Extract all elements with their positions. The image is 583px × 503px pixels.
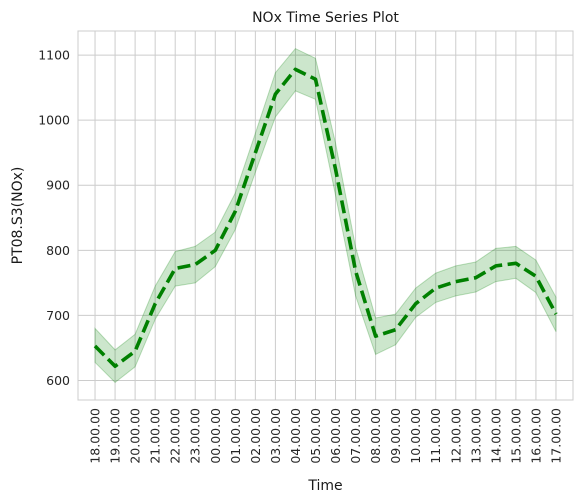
y-axis-label: PT08.S3(NOx) <box>10 167 26 265</box>
x-tick-label: 19.00.00 <box>108 408 123 464</box>
chart-title: NOx Time Series Plot <box>252 10 399 26</box>
x-tick-label: 13.00.00 <box>468 408 483 464</box>
x-tick-label: 20.00.00 <box>128 408 143 464</box>
y-tick-label: 600 <box>46 373 70 388</box>
y-tick-label: 800 <box>46 243 70 258</box>
y-tick-label: 1100 <box>38 48 70 63</box>
y-tick-labels: 600 700 800 900 1000 1100 <box>38 48 70 388</box>
x-tick-labels: 18.00.00 19.00.00 20.00.00 21.00.00 22.00.00… <box>88 408 564 464</box>
x-axis-label: Time <box>307 478 342 494</box>
y-tick-label: 900 <box>46 178 70 193</box>
x-tick-label: 15.00.00 <box>508 408 523 464</box>
y-tick-label: 700 <box>46 308 70 323</box>
grid <box>78 31 573 400</box>
x-tick-label: 07.00.00 <box>348 408 363 464</box>
series-line <box>93 67 558 369</box>
x-tick-label: 23.00.00 <box>188 408 203 464</box>
x-tick-label: 18.00.00 <box>88 408 103 464</box>
x-tick-label: 01.00.00 <box>228 408 243 464</box>
x-tick-label: 04.00.00 <box>288 408 303 464</box>
x-tick-label: 12.00.00 <box>448 408 463 464</box>
confidence-band-layer <box>94 47 557 384</box>
x-tick-label: 02.00.00 <box>248 408 263 464</box>
x-tick-label: 03.00.00 <box>268 408 283 464</box>
x-tick-label: 22.00.00 <box>168 408 183 464</box>
x-tick-label: 17.00.00 <box>548 408 563 464</box>
x-tick-label: 14.00.00 <box>488 408 503 464</box>
confidence-band <box>94 47 557 384</box>
x-tick-label: 06.00.00 <box>328 408 343 464</box>
plot-frame <box>77 30 574 401</box>
x-tick-label: 05.00.00 <box>308 408 323 464</box>
x-tick-label: 16.00.00 <box>528 408 543 464</box>
x-tick-label: 11.00.00 <box>428 408 443 464</box>
y-tick-label: 1000 <box>38 113 70 128</box>
x-tick-label: 08.00.00 <box>368 408 383 464</box>
series-line-layer <box>93 67 558 369</box>
x-tick-label: 00.00.00 <box>208 408 223 464</box>
x-tick-label: 21.00.00 <box>148 408 163 464</box>
x-tick-label: 10.00.00 <box>408 408 423 464</box>
x-tick-label: 09.00.00 <box>388 408 403 464</box>
